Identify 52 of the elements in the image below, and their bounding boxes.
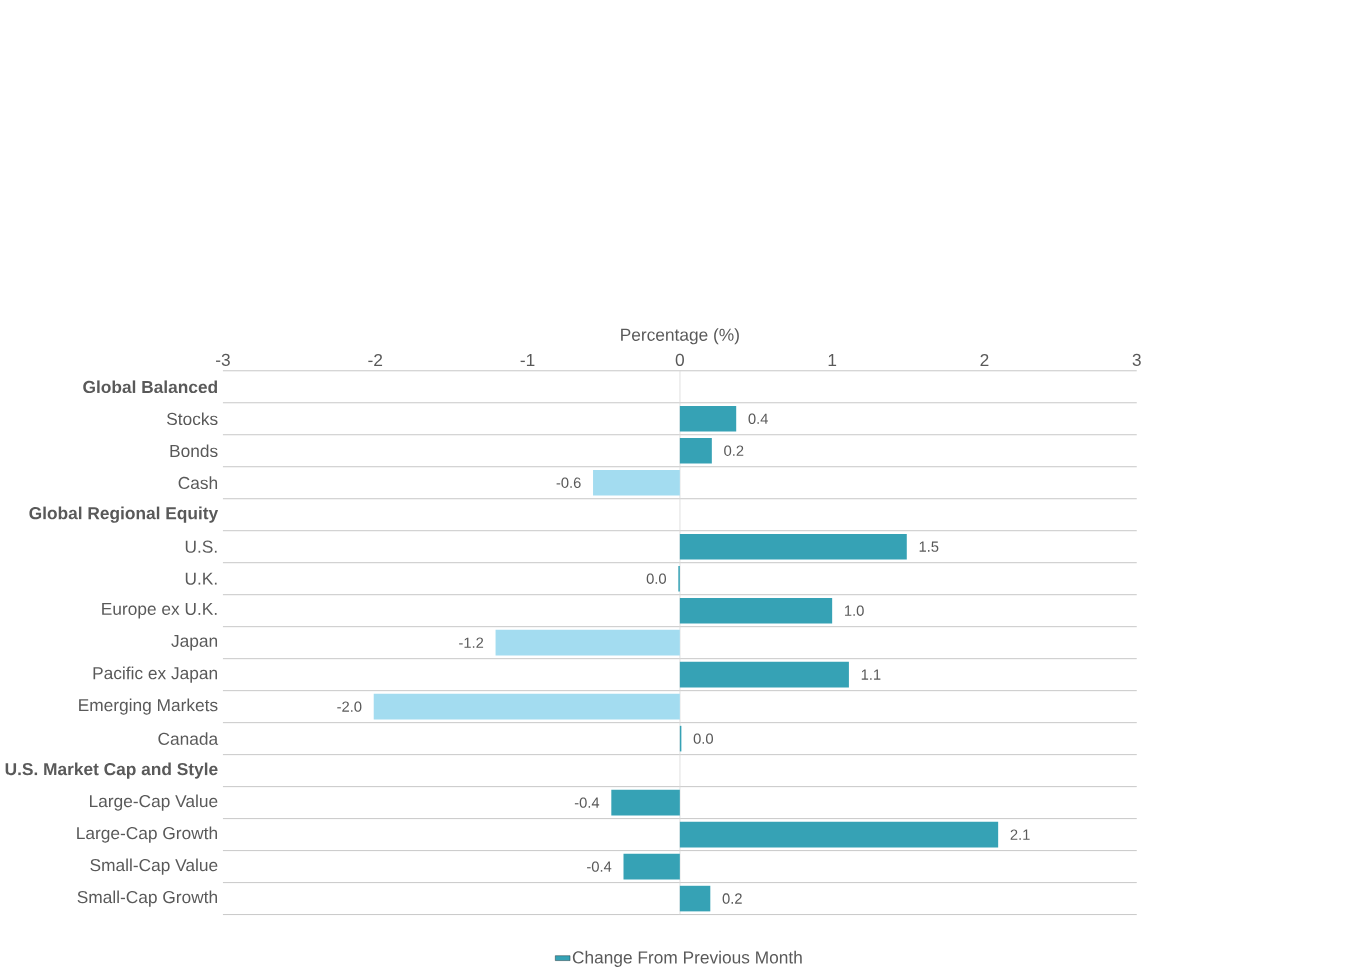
x-tick-label: 1 bbox=[828, 354, 837, 367]
bar bbox=[593, 469, 680, 496]
x-tick-label: 3 bbox=[1132, 353, 1141, 367]
x-tick-label: -1 bbox=[520, 354, 535, 367]
y-tick-label: Large-Cap Value bbox=[90, 794, 218, 811]
y-tick-label: Europe ex U.K. bbox=[102, 602, 217, 619]
y-tick-label: Canada bbox=[158, 732, 219, 746]
y-tick-label: Small-Cap Growth bbox=[77, 890, 217, 907]
y-tick-label: Stocks bbox=[167, 412, 218, 426]
y-tick-label: Japan bbox=[171, 634, 218, 651]
y-tick-label: U.S. bbox=[185, 540, 217, 553]
data-label: 0.0 bbox=[646, 573, 667, 584]
y-tick-label: Pacific ex Japan bbox=[93, 666, 217, 683]
data-label: -0.6 bbox=[556, 477, 581, 488]
data-label: -2.0 bbox=[337, 701, 362, 712]
y-tick-label: Small-Cap Value bbox=[90, 858, 218, 875]
bar bbox=[495, 629, 680, 656]
x-tick-label: 2 bbox=[980, 353, 989, 367]
data-label: 0.2 bbox=[722, 893, 742, 904]
data-label: -0.4 bbox=[587, 861, 612, 872]
data-label: 1.1 bbox=[861, 669, 881, 680]
legend-label: Change From Previous Month bbox=[572, 950, 802, 968]
data-label: -1.2 bbox=[459, 637, 484, 648]
x-tick-label: -2 bbox=[368, 353, 383, 367]
bar bbox=[679, 821, 999, 848]
data-label: 2.1 bbox=[1010, 829, 1030, 840]
bar bbox=[679, 885, 711, 912]
bar bbox=[611, 789, 680, 816]
bar bbox=[679, 406, 737, 432]
data-label: 1.5 bbox=[919, 541, 939, 552]
x-tick-label: 0 bbox=[675, 353, 684, 367]
y-tick-label: Bonds bbox=[170, 444, 218, 458]
y-tick-label: Global Regional Equity bbox=[29, 506, 219, 523]
bar bbox=[623, 853, 680, 880]
data-label: 0.0 bbox=[693, 733, 713, 744]
bar bbox=[373, 693, 680, 720]
y-tick-label: U.K. bbox=[185, 572, 217, 585]
y-tick-label: Cash bbox=[178, 476, 218, 490]
bar bbox=[679, 437, 712, 464]
y-tick-label: Emerging Markets bbox=[79, 698, 218, 715]
y-tick-label: U.S. Market Cap and Style bbox=[5, 762, 218, 779]
x-axis-title: Percentage (%) bbox=[621, 328, 739, 345]
y-tick-label: Large-Cap Growth bbox=[77, 826, 217, 843]
data-label: 0.4 bbox=[748, 413, 768, 425]
data-label: -0.4 bbox=[574, 797, 600, 808]
bar bbox=[679, 533, 907, 560]
data-label: 1.0 bbox=[845, 605, 864, 616]
bar bbox=[679, 661, 849, 688]
data-label: 0.2 bbox=[724, 445, 744, 456]
bar bbox=[679, 597, 833, 624]
y-tick-label: Global Balanced bbox=[83, 380, 217, 394]
x-tick-label: -3 bbox=[216, 353, 230, 367]
